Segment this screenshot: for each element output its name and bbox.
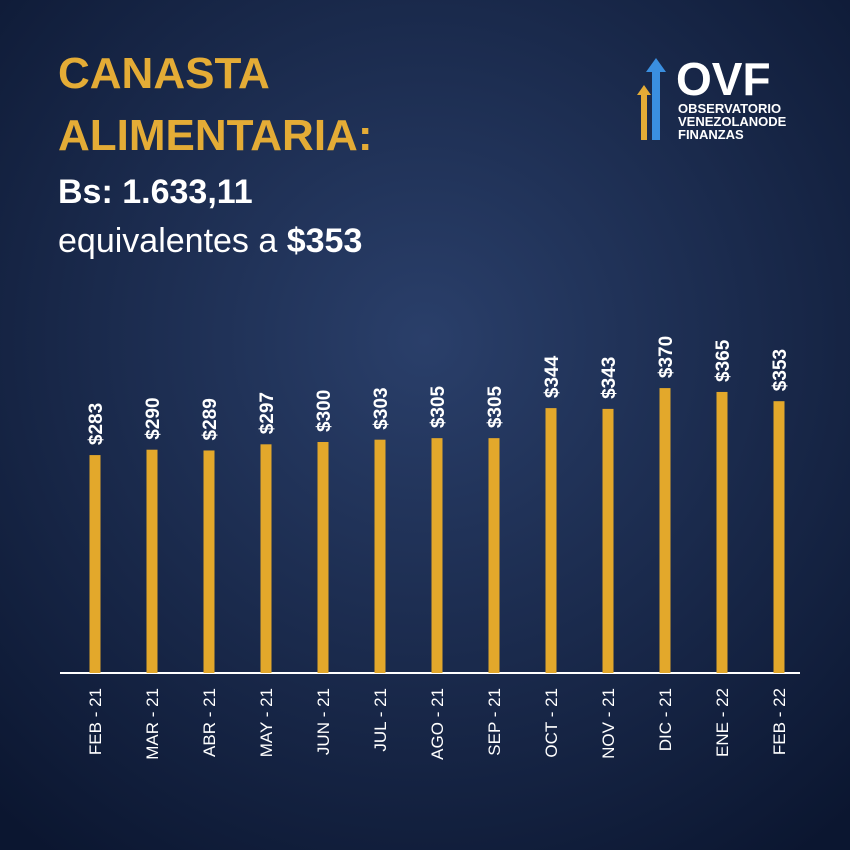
logo-text: VENEZOLANO bbox=[678, 114, 768, 129]
bar bbox=[773, 401, 785, 673]
bar bbox=[545, 408, 557, 673]
value-label: $353 bbox=[770, 349, 791, 391]
logo-text: FINANZAS bbox=[678, 127, 744, 142]
bar bbox=[89, 455, 101, 673]
equivalent-text: equivalentes a bbox=[58, 222, 277, 260]
value-label: $305 bbox=[428, 385, 449, 428]
x-tick-label: OCT - 21 bbox=[542, 688, 561, 758]
bar bbox=[659, 388, 671, 673]
bar bbox=[488, 438, 500, 673]
bar bbox=[602, 408, 614, 673]
x-tick-label: JUL - 21 bbox=[371, 688, 390, 752]
amount: Bs: 1.633,11 bbox=[58, 173, 253, 211]
logo: OVF OBSERVATORIO VENEZOLANODE FINANZAS bbox=[637, 53, 787, 142]
x-tick-label: SEP - 21 bbox=[485, 688, 504, 756]
x-tick-label: ABR - 21 bbox=[200, 688, 219, 757]
x-tick-label: ENE - 22 bbox=[713, 688, 732, 757]
logo-acronym: OVF bbox=[676, 53, 771, 105]
x-tick-label: FEB - 22 bbox=[770, 688, 789, 755]
x-tick-label: MAY - 21 bbox=[257, 688, 276, 757]
x-tick-label: JUN - 21 bbox=[314, 688, 333, 755]
value-label: $365 bbox=[713, 339, 734, 382]
x-tick-label: DIC - 21 bbox=[656, 688, 675, 751]
bar bbox=[203, 450, 215, 673]
logo-arrow bbox=[646, 58, 666, 140]
value-label: $300 bbox=[314, 390, 335, 432]
bar bbox=[146, 449, 158, 673]
value-label: $370 bbox=[656, 336, 677, 378]
logo-text: DE bbox=[768, 114, 786, 129]
bar bbox=[317, 442, 329, 673]
x-tick-label: MAR - 21 bbox=[143, 688, 162, 760]
value-label: $343 bbox=[599, 357, 620, 399]
equivalent: equivalentes a $353 bbox=[58, 222, 362, 260]
title-line: ALIMENTARIA: bbox=[58, 111, 372, 160]
value-label: $305 bbox=[485, 385, 506, 428]
title-line: CANASTA bbox=[58, 49, 270, 98]
logo-text: VENEZOLANODE bbox=[678, 114, 787, 129]
bar bbox=[716, 391, 728, 673]
equivalent-value: $353 bbox=[287, 222, 363, 260]
value-label: $289 bbox=[200, 398, 221, 440]
x-tick-label: AGO - 21 bbox=[428, 688, 447, 760]
bar bbox=[260, 444, 272, 673]
logo-arrow bbox=[637, 85, 651, 140]
value-label: $290 bbox=[143, 397, 164, 439]
value-label: $297 bbox=[257, 392, 278, 434]
logo-text: OBSERVATORIO bbox=[678, 101, 781, 116]
x-tick-label: FEB - 21 bbox=[86, 688, 105, 755]
bar bbox=[374, 439, 386, 673]
value-label: $283 bbox=[86, 403, 107, 445]
x-tick-label: NOV - 21 bbox=[599, 688, 618, 759]
bar bbox=[431, 438, 443, 673]
value-label: $303 bbox=[371, 387, 392, 429]
value-label: $344 bbox=[542, 355, 563, 398]
